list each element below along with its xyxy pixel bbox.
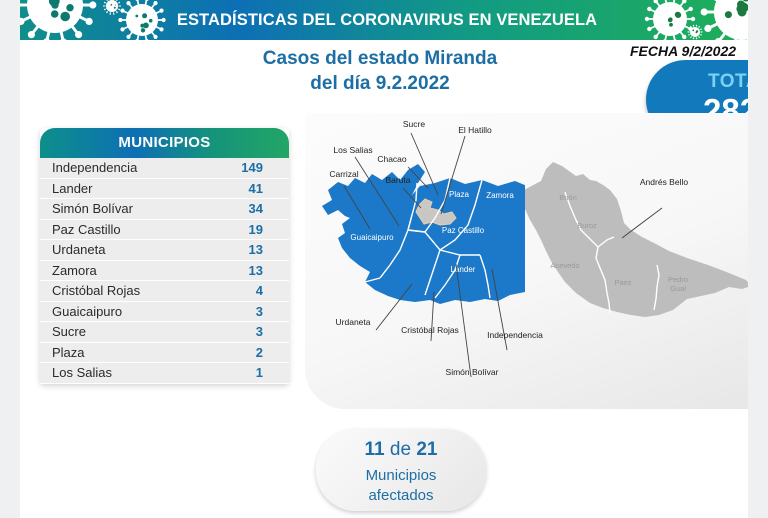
svg-text:Brión: Brión bbox=[559, 193, 577, 202]
svg-text:Acevedo: Acevedo bbox=[550, 261, 579, 270]
svg-text:Urdaneta: Urdaneta bbox=[336, 317, 371, 327]
svg-text:Pedro: Pedro bbox=[668, 275, 688, 284]
svg-text:Paz Castillo: Paz Castillo bbox=[442, 226, 485, 235]
svg-text:Plaza: Plaza bbox=[449, 190, 470, 199]
svg-text:El Hatillo: El Hatillo bbox=[458, 125, 492, 135]
svg-text:Independencia: Independencia bbox=[487, 330, 543, 340]
svg-text:Páez: Páez bbox=[614, 278, 631, 287]
svg-text:Chacao: Chacao bbox=[377, 154, 407, 164]
svg-text:Zamora: Zamora bbox=[486, 191, 514, 200]
svg-text:Baruta: Baruta bbox=[385, 175, 410, 185]
svg-text:Lander: Lander bbox=[451, 265, 476, 274]
svg-text:Andrés Bello: Andrés Bello bbox=[640, 177, 688, 187]
svg-text:Buroz: Buroz bbox=[577, 221, 597, 230]
svg-text:Cristóbal Rojas: Cristóbal Rojas bbox=[401, 325, 459, 335]
svg-text:Gual: Gual bbox=[670, 284, 686, 293]
svg-text:Carrizal: Carrizal bbox=[329, 169, 358, 179]
svg-text:Guaicaipuro: Guaicaipuro bbox=[350, 233, 394, 242]
svg-text:Los Salias: Los Salias bbox=[333, 145, 372, 155]
svg-text:Sucre: Sucre bbox=[403, 119, 425, 129]
svg-text:Simón Bolívar: Simón Bolívar bbox=[446, 367, 499, 377]
